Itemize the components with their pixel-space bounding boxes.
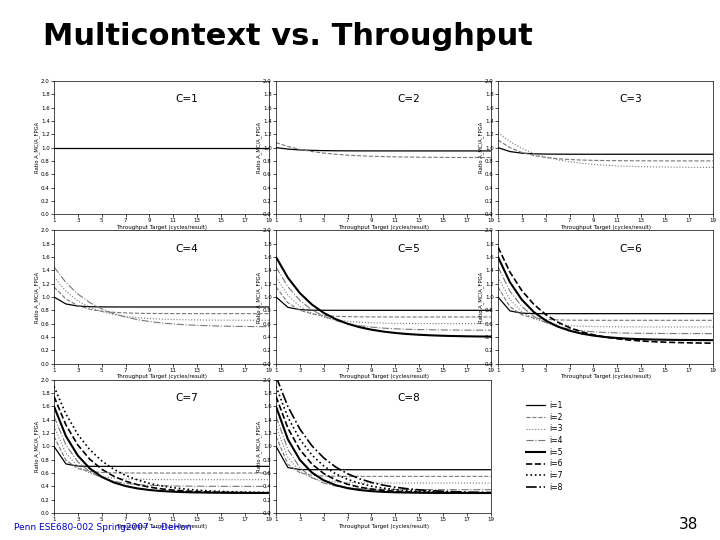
Y-axis label: Ratio A_MC/A_FPGA: Ratio A_MC/A_FPGA (256, 122, 261, 173)
Text: C=4: C=4 (176, 244, 199, 254)
Text: 38: 38 (679, 517, 698, 532)
Text: C=1: C=1 (176, 94, 199, 104)
Y-axis label: Ratio A_MC/A_FPGA: Ratio A_MC/A_FPGA (34, 122, 40, 173)
Text: C=2: C=2 (398, 94, 420, 104)
X-axis label: Throughput Target (cycles/result): Throughput Target (cycles/result) (338, 524, 429, 529)
Text: C=6: C=6 (620, 244, 642, 254)
X-axis label: Throughput Target (cycles/result): Throughput Target (cycles/result) (338, 374, 429, 379)
Y-axis label: Ratio A_MC/A_FPGA: Ratio A_MC/A_FPGA (256, 421, 261, 472)
Y-axis label: Ratio A_MC/A_FPGA: Ratio A_MC/A_FPGA (256, 272, 261, 322)
X-axis label: Throughput Target (cycles/result): Throughput Target (cycles/result) (560, 225, 651, 230)
Text: Penn ESE680-002 Spring2007 -- DeHon: Penn ESE680-002 Spring2007 -- DeHon (14, 523, 192, 532)
X-axis label: Throughput Target (cycles/result): Throughput Target (cycles/result) (116, 524, 207, 529)
Text: Multicontext vs. Throughput: Multicontext vs. Throughput (43, 22, 533, 51)
Y-axis label: Ratio A_MC/A_FPGA: Ratio A_MC/A_FPGA (478, 272, 484, 322)
Text: C=3: C=3 (620, 94, 642, 104)
Legend: i=1, i=2, i=3, i=4, i=5, i=6, i=7, i=8: i=1, i=2, i=3, i=4, i=5, i=6, i=7, i=8 (523, 398, 566, 495)
X-axis label: Throughput Target (cycles/result): Throughput Target (cycles/result) (338, 225, 429, 230)
Text: C=7: C=7 (176, 393, 199, 403)
Y-axis label: Ratio A_MC/A_FPGA: Ratio A_MC/A_FPGA (34, 421, 40, 472)
X-axis label: Throughput Target (cycles/result): Throughput Target (cycles/result) (116, 225, 207, 230)
X-axis label: Throughput Target (cycles/result): Throughput Target (cycles/result) (560, 374, 651, 379)
X-axis label: Throughput Target (cycles/result): Throughput Target (cycles/result) (116, 374, 207, 379)
Y-axis label: Ratio A_MC/A_FPGA: Ratio A_MC/A_FPGA (478, 122, 484, 173)
Y-axis label: Ratio A_MC/A_FPGA: Ratio A_MC/A_FPGA (34, 272, 40, 322)
Text: C=5: C=5 (398, 244, 420, 254)
Text: C=8: C=8 (398, 393, 420, 403)
